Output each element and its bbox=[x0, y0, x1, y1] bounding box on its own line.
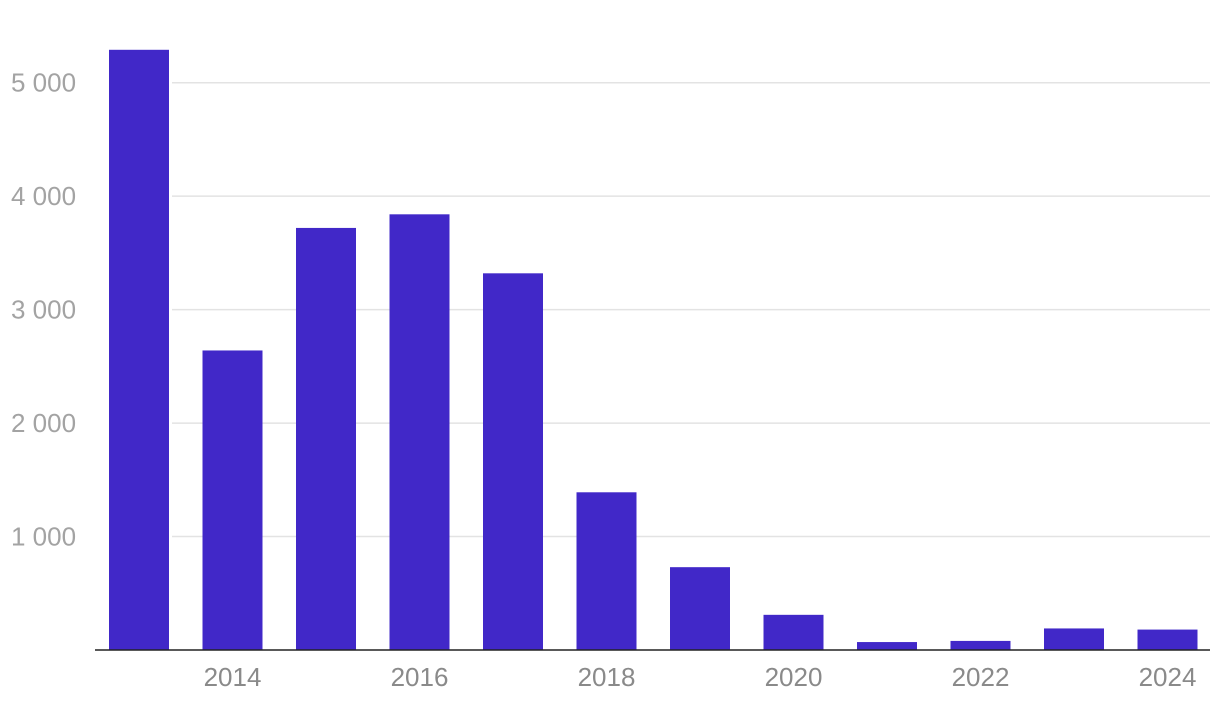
bars bbox=[109, 49, 1198, 650]
y-tick-label-3000: 3 000 bbox=[11, 295, 76, 325]
x-tick-label-2020: 2020 bbox=[765, 662, 823, 692]
bar-2023 bbox=[1044, 628, 1104, 650]
bar-2020 bbox=[763, 614, 824, 650]
bar-2016 bbox=[389, 214, 450, 650]
bar-2021 bbox=[857, 642, 917, 650]
bar-2022 bbox=[950, 640, 1011, 650]
y-tick-label-5000: 5 000 bbox=[11, 68, 76, 98]
bar-2013 bbox=[109, 49, 169, 650]
x-tick-label-2022: 2022 bbox=[952, 662, 1010, 692]
x-tick-label-2014: 2014 bbox=[204, 662, 262, 692]
bar-2017 bbox=[483, 273, 543, 650]
x-tick-label-2016: 2016 bbox=[391, 662, 449, 692]
bar-2024 bbox=[1137, 629, 1198, 650]
x-tick-label-2018: 2018 bbox=[578, 662, 636, 692]
bar-2014 bbox=[202, 350, 263, 650]
bar-2018 bbox=[576, 492, 637, 650]
y-tick-label-2000: 2 000 bbox=[11, 408, 76, 438]
y-tick-label-4000: 4 000 bbox=[11, 181, 76, 211]
y-axis-tick-labels: 1 000 2 000 3 000 4 000 5 000 bbox=[11, 68, 76, 552]
y-tick-label-1000: 1 000 bbox=[11, 522, 76, 552]
x-tick-label-2024: 2024 bbox=[1139, 662, 1197, 692]
bar-2019 bbox=[670, 567, 730, 650]
x-axis-tick-labels: 2014 2016 2018 2020 2022 2024 bbox=[204, 662, 1197, 692]
bar-2015 bbox=[296, 227, 356, 650]
